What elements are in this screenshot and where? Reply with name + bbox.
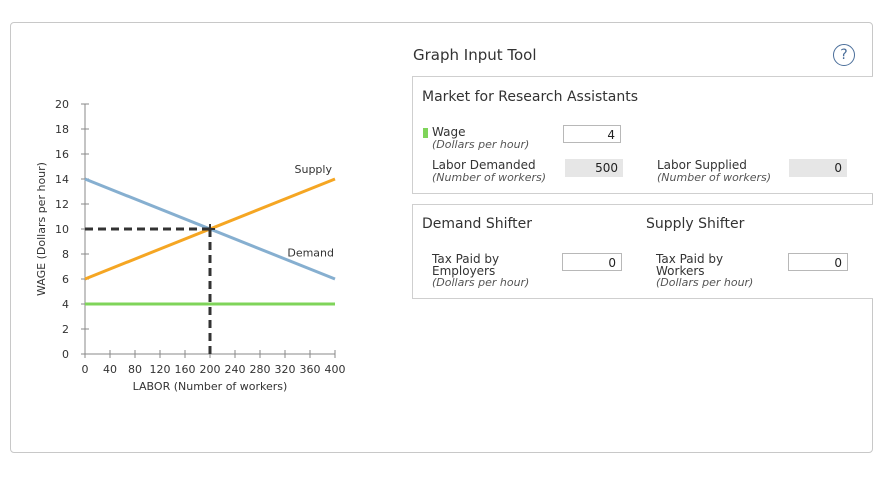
x-axis-label: LABOR (Number of workers) [133,380,288,393]
demand-tax-label-line2: Employers [432,264,496,278]
y-tick-label: 18 [55,123,69,136]
supply-shifter-title: Supply Shifter [646,216,745,232]
x-tick-label: 200 [200,363,221,376]
y-tick-label: 16 [55,148,69,161]
demand-tax-unit: (Dollars per hour) [432,276,530,289]
wage-label: Wage [432,125,466,139]
x-tick-label: 280 [250,363,271,376]
labor-demanded-value: 500 [565,159,623,177]
supply-tax-unit: (Dollars per hour) [656,276,754,289]
x-tick-label: 40 [103,363,117,376]
x-tick-label: 80 [128,363,142,376]
supply-tax-label-line2: Workers [656,264,705,278]
x-tick-label: 160 [175,363,196,376]
labor-supplied-value: 0 [789,159,847,177]
labor-supplied-label: Labor Supplied [657,158,747,172]
market-title: Market for Research Assistants [422,89,639,105]
supply-tax-label-line1: Tax Paid by [656,252,724,266]
x-tick-label: 360 [300,363,321,376]
y-tick-label: 6 [62,273,69,286]
y-tick-label: 20 [55,98,69,111]
demand-label: Demand [287,247,334,260]
market-panel: Market for Research Assistants Wage (Dol… [412,76,873,194]
worker-tax-input[interactable]: 0 [788,253,848,271]
x-tick-label: 320 [275,363,296,376]
x-tick-label: 240 [225,363,246,376]
tool-title: Graph Input Tool [413,46,537,64]
labor-demanded-label: Labor Demanded [432,158,536,172]
wage-input[interactable]: 4 [563,125,621,143]
x-tick-label: 0 [82,363,89,376]
employer-tax-input[interactable]: 0 [562,253,622,271]
demand-shifter-title: Demand Shifter [422,216,533,232]
y-tick-label: 12 [55,198,69,211]
labor-demanded-unit: (Number of workers) [432,171,547,184]
x-tick-label: 400 [325,363,346,376]
y-tick-label: 2 [62,323,69,336]
wage-swatch-icon [423,128,428,138]
help-icon[interactable]: ? [833,44,855,66]
y-tick-label: 14 [55,173,69,186]
x-tick-label: 120 [150,363,171,376]
labor-supplied-unit: (Number of workers) [657,171,772,184]
shifter-panel: Demand Shifter Tax Paid by Employers (Do… [412,204,873,299]
y-tick-label: 4 [62,298,69,311]
y-axis-label: WAGE (Dollars per hour) [35,162,48,296]
demand-tax-label-line1: Tax Paid by [432,252,500,266]
supply-label: Supply [295,163,333,176]
y-tick-label: 10 [55,223,69,236]
y-tick-label: 8 [62,248,69,261]
y-tick-label: 0 [62,348,69,361]
wage-unit: (Dollars per hour) [432,138,530,151]
